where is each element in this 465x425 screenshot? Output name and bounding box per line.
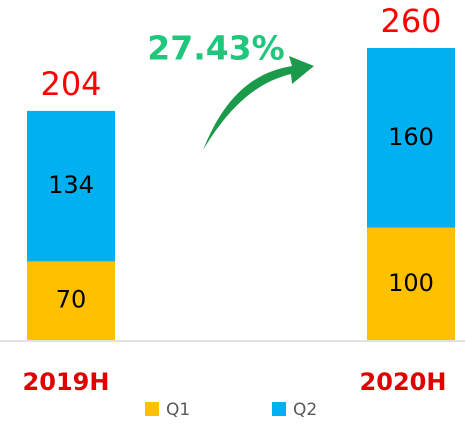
annotation: 27.43% bbox=[147, 29, 284, 68]
legend-label: Q1 bbox=[166, 400, 190, 420]
bar-segment bbox=[367, 48, 455, 228]
data-label: 100 bbox=[388, 269, 434, 297]
growth-arrow bbox=[203, 56, 314, 150]
legend-swatch bbox=[145, 402, 159, 416]
data-label: 160 bbox=[388, 123, 434, 151]
bar-segment bbox=[27, 110, 115, 262]
x-tick-label: 2019H bbox=[23, 368, 110, 396]
legend-label: Q2 bbox=[293, 400, 317, 420]
bar-segment bbox=[27, 261, 115, 340]
legend-swatch bbox=[272, 402, 286, 416]
data-label: 134 bbox=[48, 171, 94, 199]
bar-segment bbox=[367, 227, 455, 340]
total-label: 260 bbox=[380, 2, 441, 40]
x-tick-label: 2020H bbox=[360, 368, 447, 396]
total-label: 204 bbox=[40, 65, 101, 103]
data-label: 70 bbox=[56, 286, 87, 314]
